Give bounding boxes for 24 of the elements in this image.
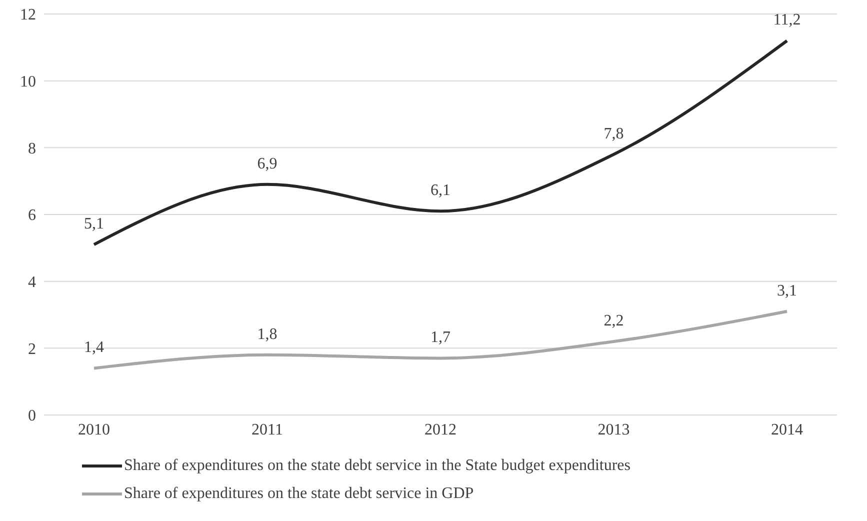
data-label: 3,1: [777, 282, 797, 300]
data-label: 6,9: [257, 155, 278, 172]
data-label: 1,4: [84, 339, 104, 356]
x-tick-label: 2010: [78, 421, 110, 438]
y-tick-label: 2: [28, 340, 36, 358]
data-label: 1,7: [430, 329, 450, 346]
data-label: 1,8: [257, 326, 278, 343]
y-tick-label: 10: [20, 74, 36, 91]
data-label: 5,1: [84, 216, 104, 233]
y-tick-label: 0: [28, 408, 36, 425]
y-tick-label: 4: [28, 274, 36, 292]
y-tick-label: 12: [20, 6, 36, 24]
data-label: 6,1: [430, 182, 450, 200]
data-label: 11,2: [773, 12, 801, 29]
y-tick-label: 8: [28, 140, 36, 158]
x-tick-label: 2014: [771, 421, 803, 438]
data-label: 7,8: [604, 125, 624, 142]
x-tick-label: 2012: [424, 421, 456, 438]
data-label: 2,2: [604, 312, 624, 330]
x-tick-label: 2011: [252, 421, 283, 438]
legend-label: Share of expenditures on the state debt service in the State budget expenditures: [124, 457, 631, 475]
y-tick-label: 6: [28, 207, 36, 224]
x-tick-label: 2013: [598, 421, 630, 438]
legend-label: Share of expenditures on the state debt service in GDP: [124, 485, 474, 503]
